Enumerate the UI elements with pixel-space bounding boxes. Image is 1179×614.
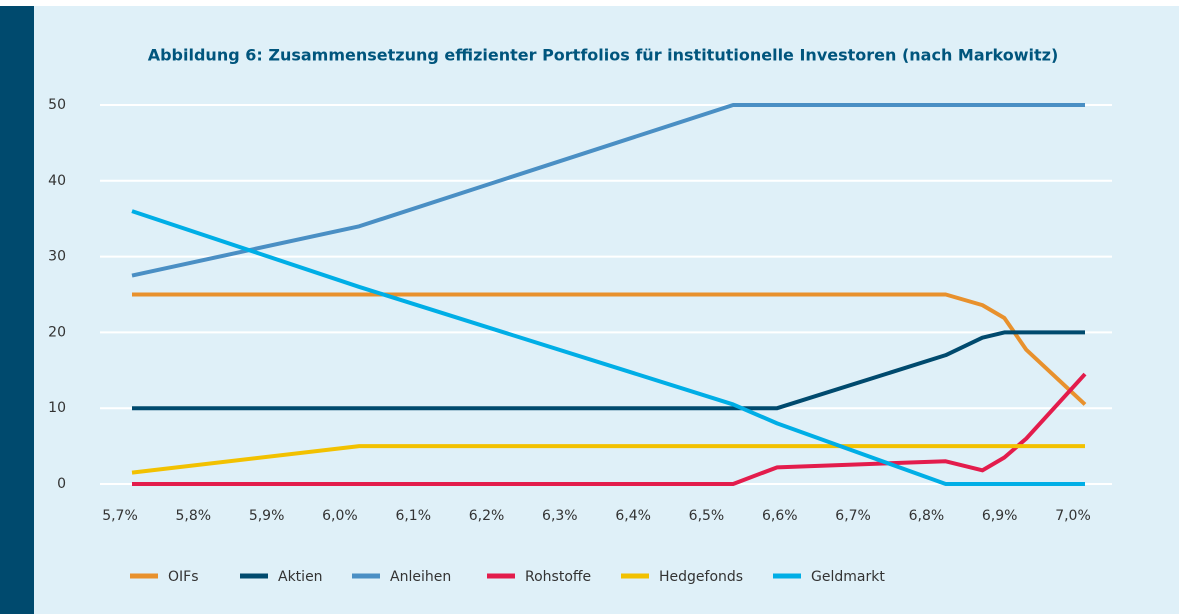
y-tick-label: 0 [57,476,66,492]
x-tick-label: 6,3% [542,508,578,524]
x-tick-label: 7,0% [1055,508,1091,524]
side-bar [0,6,34,614]
legend-label: Anleihen [390,569,451,585]
legend-label: OIFs [168,569,199,585]
chart-title: Abbildung 6: Zusammensetzung effizienter… [148,46,1059,65]
legend-label: Hedgefonds [659,569,743,585]
series-line [131,444,1085,475]
chart-background [0,6,1179,614]
x-tick-label: 6,2% [469,508,505,524]
series-line [131,209,1085,486]
x-tick-label: 6,9% [982,508,1018,524]
x-tick-label: 5,9% [249,508,285,524]
x-tick-label: 6,4% [615,508,651,524]
series-line [132,292,1087,406]
series-line [132,330,1085,411]
y-tick-label: 40 [48,173,66,189]
y-tick-label: 10 [48,400,66,416]
x-tick-label: 6,0% [322,508,358,524]
y-tick-label: 20 [48,324,66,340]
x-tick-label: 6,1% [395,508,431,524]
x-tick-label: 5,7% [102,508,138,524]
x-tick-label: 6,7% [835,508,871,524]
legend-label: Aktien [278,569,323,585]
x-tick-label: 6,6% [762,508,798,524]
y-tick-label: 50 [48,97,66,113]
legend-label: Geldmarkt [811,569,885,585]
legend-label: Rohstoffe [525,569,591,585]
x-tick-label: 6,5% [689,508,725,524]
y-tick-label: 30 [48,249,66,265]
x-tick-label: 6,8% [909,508,945,524]
x-tick-label: 5,8% [176,508,212,524]
series-line [131,103,1085,278]
